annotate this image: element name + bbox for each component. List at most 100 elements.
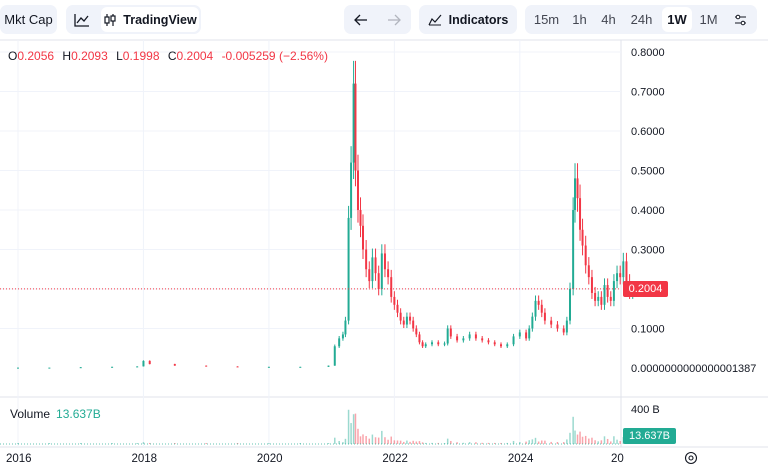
- volume-bar: [350, 423, 352, 444]
- candle-body: [347, 217, 350, 321]
- volume-bar: [450, 440, 452, 444]
- candle-body: [333, 346, 336, 366]
- candle-body: [474, 334, 477, 339]
- candle-body: [468, 334, 471, 339]
- candle-body: [79, 367, 82, 369]
- candle-body: [399, 312, 402, 321]
- candle-body: [462, 338, 465, 341]
- volume-bar: [569, 432, 571, 444]
- high-key: H: [62, 49, 72, 63]
- mkt-cap-button[interactable]: Mkt Cap: [0, 5, 57, 34]
- candle-body: [362, 225, 364, 250]
- timeframe-1w[interactable]: 1W: [662, 7, 692, 32]
- candle-body: [136, 366, 139, 368]
- candle-body: [506, 344, 509, 347]
- candle-body: [597, 296, 600, 301]
- candle-body: [350, 162, 353, 218]
- timeframe-24h[interactable]: 24h: [630, 12, 653, 27]
- candle-body: [371, 257, 374, 282]
- candle-body: [612, 281, 615, 301]
- candle-body: [368, 269, 371, 282]
- timeframe-15m[interactable]: 15m: [533, 12, 560, 27]
- volume-bar: [591, 437, 593, 444]
- x-tick-label: 2016: [6, 453, 32, 465]
- volume-bar: [79, 443, 82, 444]
- open-key: O: [8, 49, 18, 63]
- candle-body: [512, 336, 515, 345]
- volume-bar: [481, 442, 483, 444]
- x-tick-label: 2022: [382, 453, 408, 465]
- candle-body: [556, 324, 559, 329]
- volume-bar: [327, 443, 330, 444]
- volume-bar: [377, 437, 380, 444]
- volume-bar: [406, 440, 408, 444]
- candle-body: [493, 342, 496, 345]
- volume-bar: [412, 440, 414, 444]
- time-nav: [344, 5, 411, 34]
- candle-body: [341, 334, 344, 339]
- volume-bar: [576, 434, 579, 444]
- timeframe-4h[interactable]: 4h: [601, 12, 616, 27]
- arrow-right-icon: [387, 14, 401, 25]
- volume-bar: [610, 441, 612, 444]
- volume-bar: [606, 438, 609, 444]
- candle-body: [359, 210, 362, 226]
- candle-body: [531, 316, 534, 329]
- indicators-label: Indicators: [448, 12, 509, 27]
- candle-body: [625, 261, 628, 282]
- volume-bar: [205, 443, 207, 444]
- volume-bar: [431, 442, 433, 444]
- volume-bar: [579, 431, 581, 444]
- candle-body: [446, 328, 449, 344]
- timeframe-1h[interactable]: 1h: [572, 12, 587, 27]
- low-value: 0.1998: [122, 49, 160, 63]
- chart-settings-button[interactable]: [727, 7, 753, 32]
- tradingview-label: TradingView: [123, 12, 197, 27]
- volume-bar: [359, 436, 362, 444]
- candle-body: [584, 245, 587, 266]
- volume-bar: [541, 440, 543, 444]
- chart-toolbar: Mkt Cap TradingView Indicators 15m 1h 4h…: [0, 0, 768, 40]
- candle-body: [148, 360, 151, 365]
- candle-body: [142, 360, 145, 367]
- back-button[interactable]: [344, 5, 377, 34]
- sliders-icon: [734, 14, 746, 25]
- candle-body: [327, 365, 330, 367]
- volume-bar: [462, 442, 465, 444]
- candle-body: [622, 261, 625, 278]
- candle-body: [374, 257, 377, 274]
- candle-body: [456, 336, 459, 341]
- candle-body: [352, 83, 355, 163]
- volume-bar: [572, 416, 574, 444]
- timeframe-1m[interactable]: 1M: [699, 12, 718, 27]
- tradingview-button[interactable]: TradingView: [101, 7, 199, 32]
- candle-body: [365, 249, 368, 270]
- volume-bar: [396, 440, 399, 444]
- line-chart-button[interactable]: [66, 5, 98, 34]
- volume-bar: [512, 440, 515, 444]
- candle-body: [528, 328, 531, 339]
- indicators-button[interactable]: Indicators: [419, 5, 517, 34]
- volume-bar: [519, 442, 521, 444]
- candle-body: [111, 366, 114, 368]
- volume-tag: 13.637B: [623, 428, 676, 444]
- candle-body: [48, 367, 51, 369]
- volume-bar: [493, 442, 496, 444]
- volume-bar: [468, 442, 471, 444]
- candle-body: [236, 366, 239, 368]
- chart-mode-switch: TradingView: [66, 5, 201, 34]
- ohlc-legend: O0.2056 H0.2093 L0.1998 C0.2004 -0.00525…: [8, 49, 333, 63]
- candle-body: [396, 304, 399, 313]
- candle-body: [424, 344, 427, 347]
- candle-body: [443, 343, 446, 345]
- last-price-tag: 0.2004: [623, 281, 668, 297]
- candle-body: [380, 253, 383, 289]
- candle-body: [562, 328, 565, 333]
- volume-bar: [354, 413, 357, 444]
- volume-bar: [616, 439, 618, 444]
- volume-bar: [562, 442, 565, 444]
- forward-button[interactable]: [377, 5, 410, 34]
- candle-body: [338, 338, 341, 347]
- gear-icon[interactable]: [684, 451, 698, 465]
